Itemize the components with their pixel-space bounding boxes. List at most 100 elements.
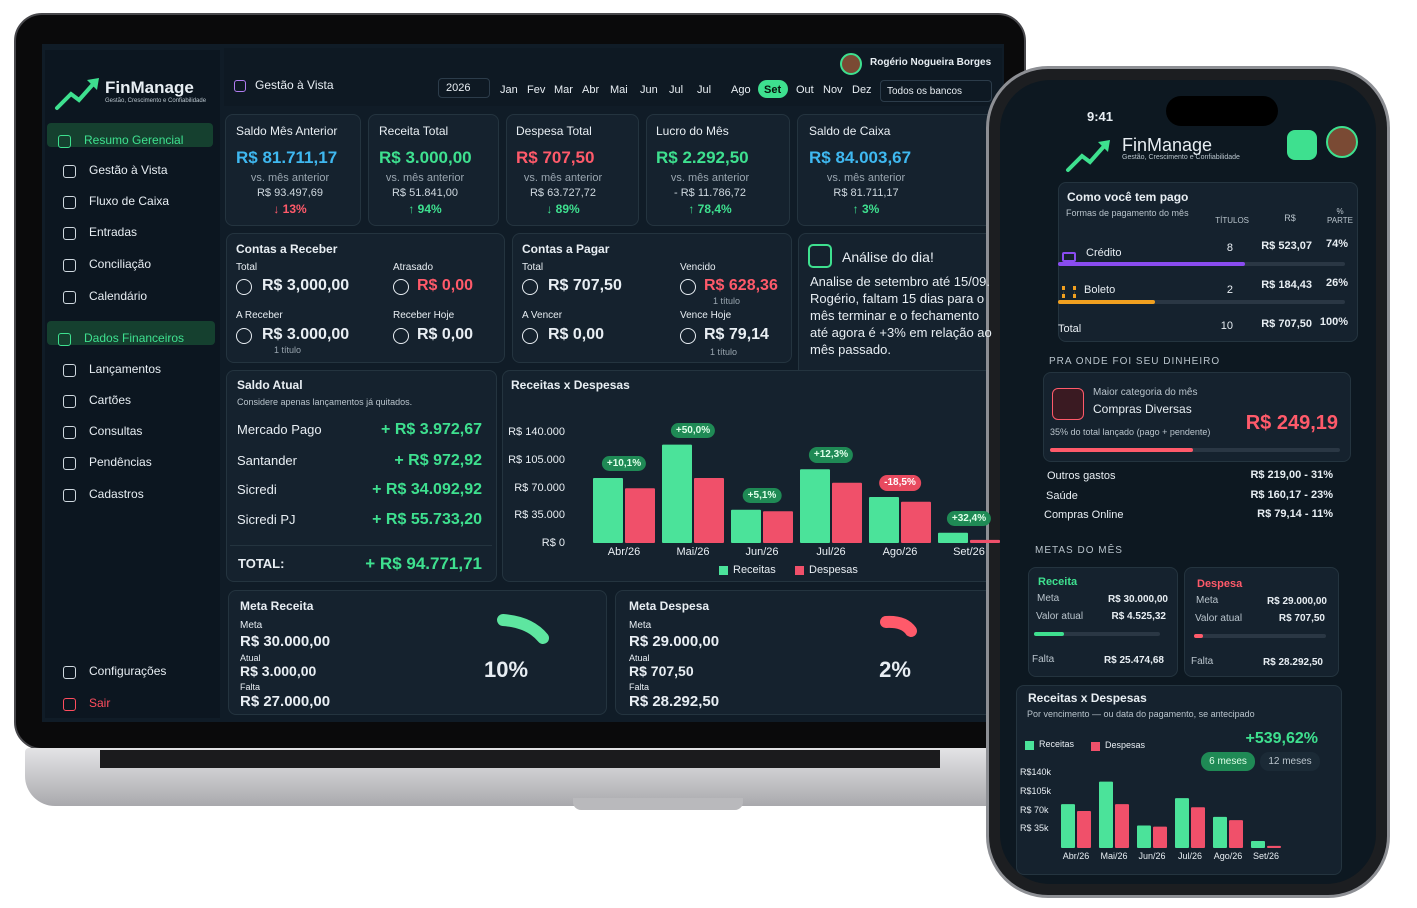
category-value: R$ 160,17 - 23% xyxy=(1250,489,1333,501)
month-tab[interactable]: Nov xyxy=(823,84,843,96)
label: Vence Hoje xyxy=(680,310,732,321)
month-tab[interactable]: Abr xyxy=(582,84,600,96)
menu-item[interactable]: Configurações xyxy=(89,664,167,678)
bank-name: Santander xyxy=(237,453,297,468)
label: Valor atual xyxy=(1195,613,1243,624)
toggle[interactable]: 12 meses xyxy=(1268,756,1312,767)
bar xyxy=(1251,841,1265,848)
card xyxy=(1043,372,1351,462)
y-tick-label: R$ 105.000 xyxy=(508,453,565,466)
top-bar xyxy=(224,48,1002,106)
kpi-prev: R$ 93.497,69 xyxy=(256,187,324,199)
menu-item[interactable]: Fluxo de Caixa xyxy=(89,194,170,208)
chart-subtitle: Por vencimento — ou data do pagamento, s… xyxy=(1027,709,1255,719)
y-tick-label: R$ 0 xyxy=(541,537,565,549)
menu-item[interactable]: Sair xyxy=(89,696,111,710)
menu-item[interactable]: Consultas xyxy=(89,424,143,438)
note: 1 título xyxy=(274,345,302,355)
value: R$ 29.000,00 xyxy=(629,633,720,650)
card-title: Despesa xyxy=(1197,578,1243,590)
value: R$ 707,50 xyxy=(548,277,622,294)
category-value: R$ 79,14 - 11% xyxy=(1257,508,1333,520)
tagline: Gestão, Crescimento e Confiabilidade xyxy=(1122,154,1240,161)
menu-item[interactable]: Cartões xyxy=(89,393,132,407)
y-tick-label: R$ 70.000 xyxy=(514,481,565,494)
status-time: 9:41 xyxy=(1087,109,1114,124)
bank-name: Sicredi xyxy=(237,482,277,497)
month-tab[interactable]: Jul xyxy=(669,84,684,96)
month-tab[interactable]: Fev xyxy=(527,84,546,96)
bar xyxy=(1137,825,1151,848)
menu-item[interactable]: Resumo Gerencial xyxy=(84,133,184,147)
value: R$ 0,00 xyxy=(417,326,474,343)
label: Meta xyxy=(1037,593,1060,604)
legend-label: Receitas xyxy=(733,564,776,576)
menu-item[interactable]: Entradas xyxy=(89,225,138,239)
kpi-change: ↓ 89% xyxy=(546,202,580,216)
progress xyxy=(1050,448,1193,452)
legend-swatch xyxy=(719,566,728,575)
menu-item[interactable]: Dados Financeiros xyxy=(84,331,185,345)
year-select[interactable]: 2026 xyxy=(446,82,471,94)
menu-item[interactable]: Cadastros xyxy=(89,487,144,501)
month-tab[interactable]: Mai xyxy=(610,84,628,96)
month-tab[interactable]: Jan xyxy=(500,84,518,96)
kpi-card xyxy=(368,114,499,226)
percent: 2% xyxy=(879,657,911,682)
month-tab[interactable]: Dez xyxy=(852,84,872,96)
avatar xyxy=(1326,126,1358,158)
icon xyxy=(522,328,538,344)
label: Falta xyxy=(629,682,650,692)
share: 74% xyxy=(1325,238,1348,250)
label: Maior categoria do mês xyxy=(1093,387,1198,398)
bar xyxy=(938,532,968,543)
bar xyxy=(763,511,793,543)
kpi-value: R$ 84.003,67 xyxy=(809,148,912,167)
kpi-card xyxy=(797,114,1000,226)
note: 1 título xyxy=(710,347,738,357)
kpi-title: Lucro do Mês xyxy=(656,124,729,138)
chart-total: +539,62% xyxy=(1245,730,1318,747)
month-tab[interactable]: Mar xyxy=(554,84,573,96)
kpi-card xyxy=(225,114,361,226)
label: Valor atual xyxy=(1036,611,1084,622)
kpi-sub: vs. mês anterior xyxy=(670,172,750,184)
kpi-title: Despesa Total xyxy=(516,124,592,138)
subtitle: Considere apenas lançamentos já quitados… xyxy=(237,397,413,407)
menu-icon xyxy=(63,457,76,470)
payment-method: Crédito xyxy=(1086,247,1122,259)
toggle[interactable]: 6 meses xyxy=(1209,756,1247,767)
menu-item[interactable]: Calendário xyxy=(89,289,148,303)
month-tab[interactable]: Set xyxy=(764,84,782,96)
bar xyxy=(662,444,692,543)
menu-icon xyxy=(63,165,76,178)
menu-item[interactable]: Gestão à Vista xyxy=(89,163,168,177)
bar xyxy=(1267,845,1281,848)
card-title: Como você tem pago xyxy=(1067,190,1189,204)
menu-item[interactable]: Lançamentos xyxy=(89,362,162,376)
bank-balance: + R$ 3.972,67 xyxy=(381,421,482,438)
legend-swatch xyxy=(1025,741,1034,750)
kpi-title: Receita Total xyxy=(379,124,449,138)
month-tab[interactable]: Jul xyxy=(697,84,712,96)
menu-item[interactable]: Pendências xyxy=(89,455,152,469)
icon xyxy=(236,279,252,295)
month-tab[interactable]: Out xyxy=(796,84,814,96)
icon xyxy=(1052,388,1084,420)
card-title: Análise do dia! xyxy=(842,249,934,265)
y-tick-label: R$ 35.000 xyxy=(514,509,565,522)
legend-label: Despesas xyxy=(809,564,858,576)
legend-label: Despesas xyxy=(1105,740,1146,750)
bank-name: Mercado Pago xyxy=(237,422,322,437)
menu-item[interactable]: Conciliação xyxy=(89,257,152,271)
bar xyxy=(1191,807,1205,848)
x-tick-label: Mai/26 xyxy=(676,546,710,558)
month-tab[interactable]: Jun xyxy=(640,84,658,96)
bar-track xyxy=(1058,300,1345,304)
menu-icon xyxy=(63,395,76,408)
card-title: Receita xyxy=(1038,576,1078,588)
month-tab[interactable]: Ago xyxy=(731,84,751,96)
bank-select[interactable]: Todos os bancos xyxy=(887,86,963,97)
bar xyxy=(1077,811,1091,848)
